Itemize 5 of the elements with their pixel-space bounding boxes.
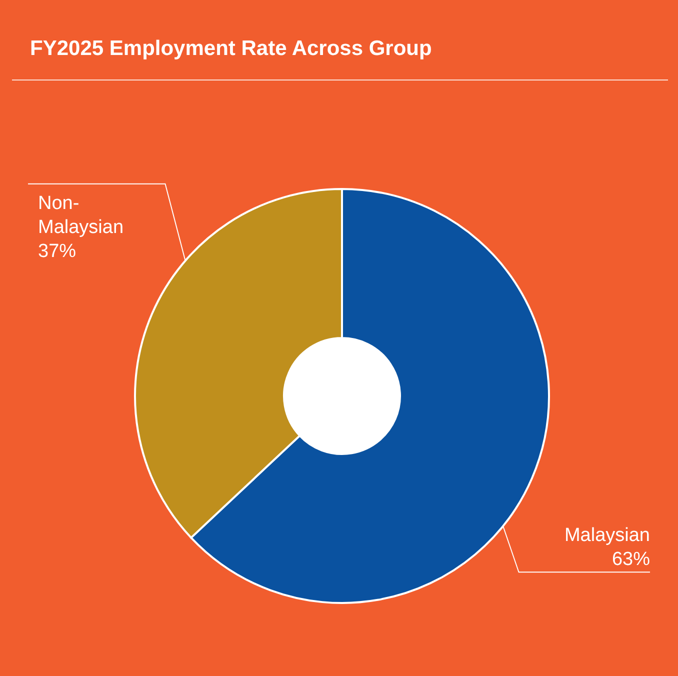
slice-label: Non-Malaysian	[38, 192, 124, 238]
data-label: 37%	[38, 240, 76, 262]
slice-label: Malaysian	[564, 525, 650, 546]
data-label: 63%	[612, 549, 650, 570]
chart-title: FY2025 Employment Rate Across Group	[30, 37, 432, 60]
